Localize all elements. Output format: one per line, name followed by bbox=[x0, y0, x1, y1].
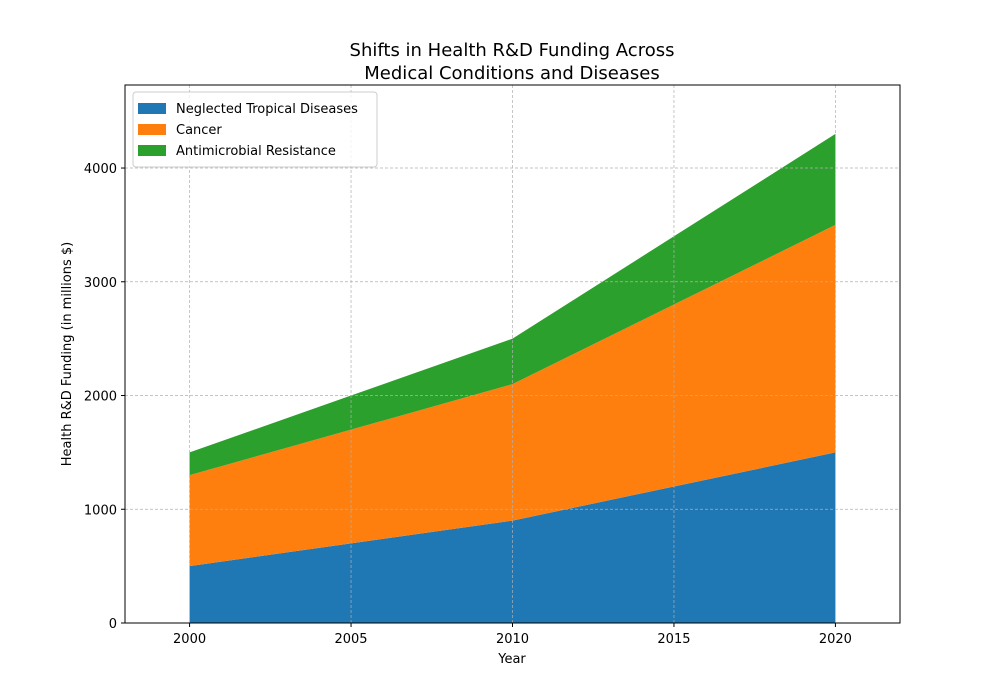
y-tick-label-2: 2000 bbox=[84, 390, 117, 405]
area-series-2 bbox=[189, 133, 836, 476]
x-tick-label-4: 2020 bbox=[819, 632, 852, 647]
tick-layer: 2000 2005 2010 2015 2020 0 1000 2000 3000 4000 bbox=[84, 162, 852, 647]
y-tick-label-3: 3000 bbox=[84, 276, 117, 291]
y-tick-label-1: 1000 bbox=[84, 503, 117, 518]
y-axis-label: Health R&D Funding (in millions $) bbox=[60, 242, 75, 466]
legend: Neglected Tropical Diseases Cancer Antimic… bbox=[132, 91, 378, 168]
legend-box bbox=[132, 91, 378, 168]
y-tick-label-0: 0 bbox=[109, 617, 117, 632]
chart-title-line-2: Medical Conditions and Diseases bbox=[364, 63, 659, 84]
x-tick-label-0: 2000 bbox=[173, 632, 206, 647]
legend-swatch-1 bbox=[138, 124, 166, 135]
legend-label-2: Antimicrobial Resistance bbox=[176, 144, 336, 159]
legend-swatch-2 bbox=[138, 145, 166, 156]
legend-label-0: Neglected Tropical Diseases bbox=[176, 102, 358, 117]
y-tick-label-4: 4000 bbox=[84, 162, 117, 177]
legend-label-1: Cancer bbox=[176, 123, 222, 138]
x-axis-label: Year bbox=[497, 652, 526, 667]
legend-swatch-0 bbox=[138, 103, 166, 114]
x-tick-label-3: 2015 bbox=[657, 632, 690, 647]
chart-title-line-1: Shifts in Health R&D Funding Across bbox=[350, 40, 675, 61]
x-tick-label-2: 2010 bbox=[496, 632, 529, 647]
x-tick-label-1: 2005 bbox=[334, 632, 367, 647]
